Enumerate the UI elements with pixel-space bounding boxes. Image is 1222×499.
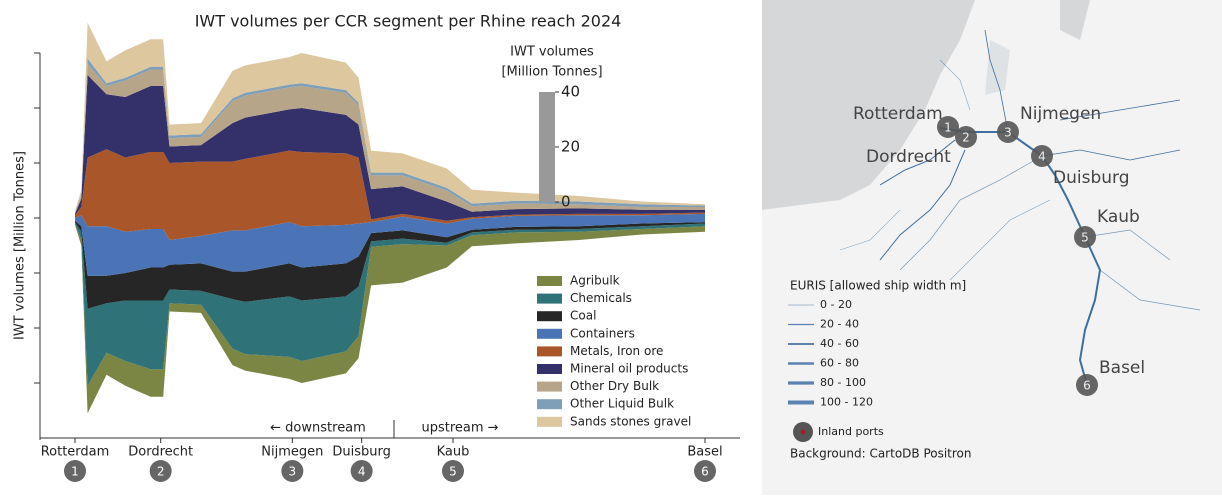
city-label: Nijmegen	[1020, 104, 1101, 124]
legend-swatch	[537, 276, 562, 286]
city-label: Duisburg	[1053, 168, 1130, 188]
city-label: Kaub	[1097, 207, 1140, 227]
legend-swatch	[537, 328, 562, 339]
x-tick-label: Basel	[687, 445, 722, 460]
stream-layer	[75, 213, 705, 276]
legend-label: Mineral oil products	[570, 362, 688, 376]
station-marker	[350, 460, 373, 482]
map-sea	[1060, 0, 1090, 40]
legend-swatch	[537, 399, 562, 410]
legend-label: Other Liquid Bulk	[570, 397, 674, 411]
legend-swatch	[537, 346, 562, 357]
map-legend-port-dot	[800, 429, 806, 435]
port-marker	[1074, 226, 1096, 248]
legend-swatch	[537, 364, 562, 374]
legend-swatch	[537, 416, 562, 427]
scale-bar-title: IWT volumes	[510, 45, 594, 60]
stream-layer	[75, 58, 705, 213]
x-tick-label: Dordrecht	[128, 445, 193, 460]
station-number: 1	[71, 465, 79, 479]
city-label: Basel	[1099, 358, 1145, 378]
station-number: 5	[449, 465, 457, 479]
stream-layer	[75, 64, 705, 214]
map-legend-label: 60 - 80	[820, 357, 859, 370]
stream-layer	[75, 222, 705, 386]
x-tick-label: Duisburg	[332, 445, 391, 460]
legend-label: Metals, Iron ore	[570, 344, 663, 358]
city-label: Rotterdam	[853, 104, 943, 124]
y-axis-label: IWT volumes [Million Tonnes]	[13, 151, 28, 340]
port-number: 3	[1004, 126, 1012, 140]
legend-label: Containers	[570, 326, 635, 340]
station-marker	[694, 460, 716, 482]
scale-bar-tick-label: 0	[561, 193, 571, 211]
annotation: upstream →	[421, 421, 498, 436]
station-number: 2	[157, 465, 165, 479]
port-number: 6	[1083, 379, 1091, 393]
station-marker	[281, 460, 304, 482]
port-marker	[937, 116, 959, 138]
map-legend-label: Inland ports	[818, 425, 884, 438]
map-credit: Background: CartoDB Positron	[790, 447, 972, 461]
annotation: ← downstream	[270, 421, 366, 436]
map-legend-label: 100 - 120	[820, 396, 873, 409]
legend-label: Sands stones gravel	[570, 414, 691, 428]
legend-swatch	[537, 381, 562, 392]
legend-label: Other Dry Bulk	[570, 379, 659, 393]
map-legend-label: 20 - 40	[820, 318, 859, 331]
map-legend-label: 40 - 60	[820, 337, 859, 350]
x-tick-label: Rotterdam	[41, 445, 110, 460]
map-legend-label: 80 - 100	[820, 376, 866, 389]
station-marker	[149, 460, 172, 482]
scale-bar-tick-label: 20	[561, 138, 580, 156]
city-label: Dordrecht	[866, 147, 951, 167]
port-number: 2	[962, 131, 970, 145]
legend-swatch	[537, 293, 562, 304]
station-number: 6	[701, 465, 709, 479]
port-marker	[1031, 145, 1053, 167]
port-marker	[997, 121, 1019, 143]
scale-bar-title: [Million Tonnes]	[501, 65, 602, 80]
port-number: 1	[944, 121, 952, 135]
legend-label: Chemicals	[570, 291, 632, 305]
port-marker	[955, 126, 977, 148]
map-lake	[985, 40, 1010, 95]
map-legend-label: 0 - 20	[820, 298, 852, 311]
map-sea	[762, 0, 975, 210]
stream-layer	[75, 75, 705, 221]
port-number: 4	[1038, 150, 1046, 164]
chart-title: IWT volumes per CCR segment per Rhine re…	[195, 12, 622, 31]
station-number: 3	[289, 465, 297, 479]
port-marker	[1076, 374, 1098, 396]
map-legend-title: EURIS [allowed ship width m]	[790, 279, 966, 293]
scale-bar	[539, 92, 555, 202]
x-tick-label: Kaub	[437, 445, 470, 460]
station-marker	[442, 460, 464, 482]
legend-label: Agribulk	[570, 274, 620, 288]
stream-layer	[75, 149, 705, 240]
legend-label: Coal	[570, 309, 596, 323]
scale-bar-tick-label: 40	[561, 83, 580, 101]
station-number: 4	[358, 465, 366, 479]
legend-swatch	[537, 311, 562, 322]
x-tick-label: Nijmegen	[261, 445, 323, 460]
station-marker	[64, 460, 86, 482]
port-number: 5	[1081, 231, 1089, 245]
stream-layer	[75, 223, 705, 414]
stream-layer	[75, 220, 705, 309]
